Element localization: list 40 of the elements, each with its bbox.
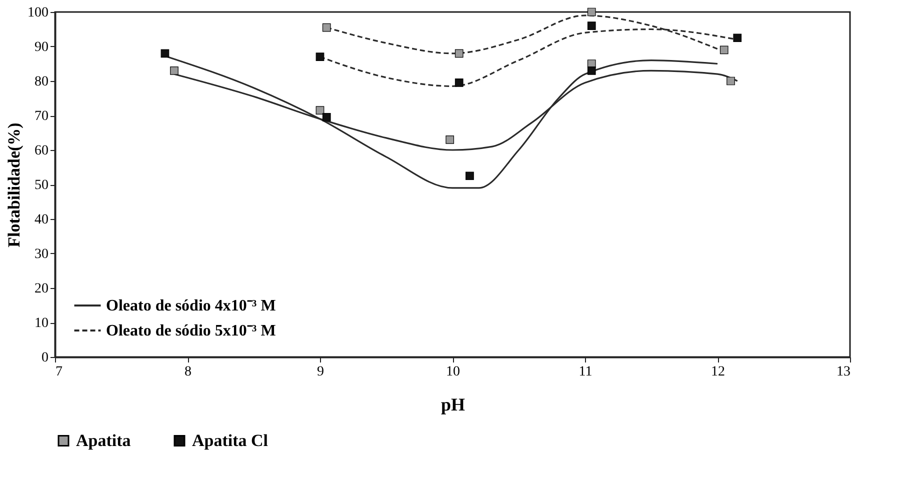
y-tick-label: 30 <box>34 247 48 262</box>
y-tick-label: 0 <box>42 350 48 366</box>
point <box>726 76 735 86</box>
point <box>587 66 596 75</box>
x-tick-label: 11 <box>578 364 592 380</box>
legend-label: Apatita Cl <box>192 430 268 450</box>
x-tick-label: 12 <box>711 364 725 380</box>
y-tick-label: 70 <box>34 109 48 124</box>
y-tick-label: 40 <box>34 212 48 228</box>
point <box>170 66 178 75</box>
x-axis-title: pH <box>440 394 466 414</box>
point <box>160 49 170 58</box>
point <box>322 23 331 32</box>
y-axis-title: Flotabilidade(%) <box>4 122 24 248</box>
x-tick-label: 10 <box>446 364 460 380</box>
y-tick-label: 80 <box>34 74 48 90</box>
point <box>322 113 331 122</box>
point <box>316 52 324 62</box>
point <box>454 78 464 87</box>
point <box>587 8 596 16</box>
point <box>720 46 728 54</box>
y-tick-label: 60 <box>34 144 48 158</box>
point <box>587 22 596 30</box>
point <box>733 34 742 42</box>
legend-label: Oleato de sódio 4x10⁻³ M <box>106 298 276 314</box>
point <box>316 106 324 114</box>
x-tick-label: 8 <box>184 364 192 380</box>
x-tick-label: 13 <box>836 364 850 380</box>
point <box>446 135 454 144</box>
y-tick-label: 20 <box>34 282 48 296</box>
y-tick-label: 90 <box>34 40 48 55</box>
legend-label: Oleato de sódio 5x10⁻³ M <box>106 322 276 340</box>
y-tick-label: 100 <box>28 6 48 20</box>
point <box>466 172 474 180</box>
x-tick-label: 9 <box>317 364 324 380</box>
point <box>454 49 464 58</box>
legend-label: Apatita <box>76 430 132 450</box>
y-tick-label: 50 <box>34 178 48 193</box>
y-tick-label: 10 <box>34 316 48 331</box>
x-tick-label: 7 <box>56 364 62 380</box>
